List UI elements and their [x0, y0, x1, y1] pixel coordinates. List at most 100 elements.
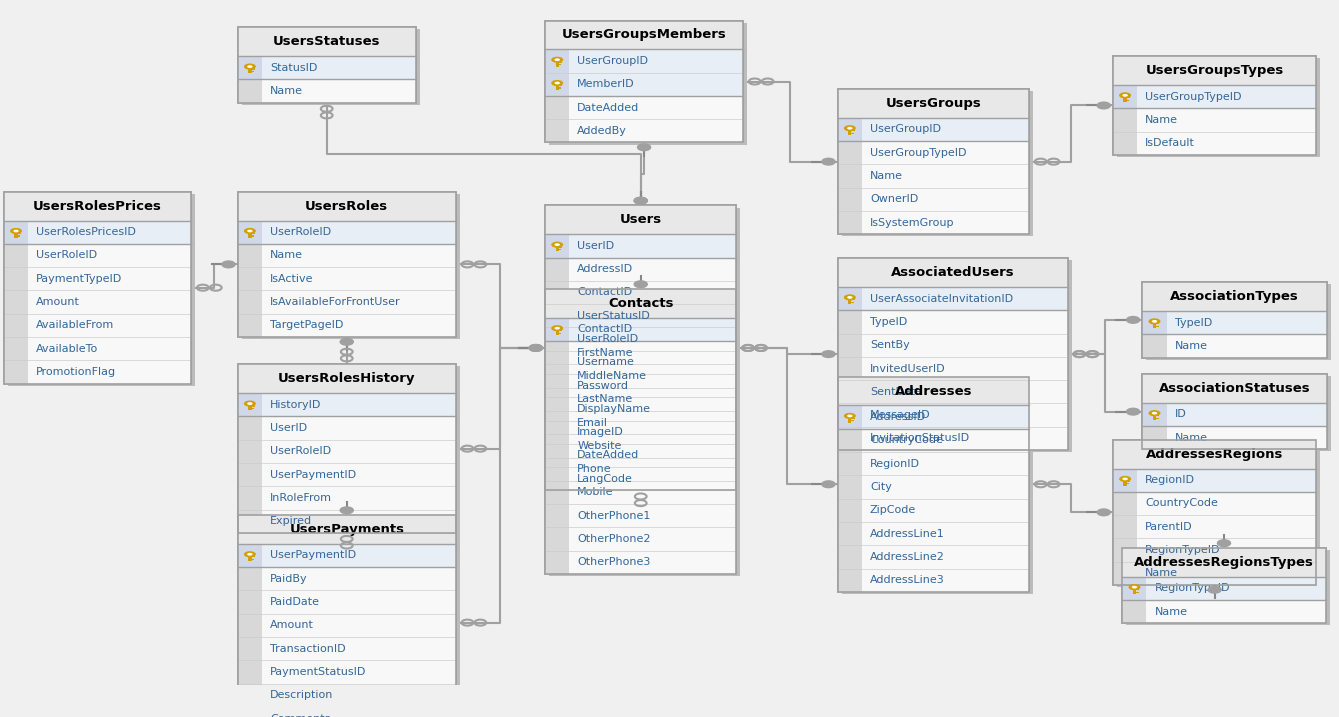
Bar — [838, 310, 862, 333]
Bar — [545, 72, 569, 96]
Bar — [848, 128, 852, 135]
Bar — [569, 504, 736, 528]
Text: RegionID: RegionID — [1145, 475, 1196, 485]
Bar — [238, 27, 415, 56]
Bar — [1117, 58, 1320, 157]
Bar — [569, 234, 736, 257]
Text: AddressesRegionsTypes: AddressesRegionsTypes — [1134, 556, 1314, 569]
Circle shape — [848, 414, 853, 417]
Bar — [545, 21, 743, 49]
Bar — [569, 351, 736, 374]
Bar — [238, 290, 262, 314]
Bar — [545, 364, 569, 388]
Text: IsDefault: IsDefault — [1145, 138, 1194, 148]
Bar — [862, 427, 1067, 450]
Bar — [842, 260, 1071, 452]
Text: Email: Email — [577, 417, 608, 427]
Bar — [238, 510, 262, 533]
Text: UserRoleID: UserRoleID — [270, 227, 331, 237]
Bar — [1166, 426, 1327, 450]
Bar — [558, 330, 562, 331]
Circle shape — [552, 325, 564, 331]
Text: TargetPageID: TargetPageID — [270, 320, 343, 331]
Bar — [862, 380, 1067, 404]
Text: PaymentStatusID: PaymentStatusID — [270, 667, 367, 677]
Bar — [838, 380, 862, 404]
Bar — [238, 486, 262, 510]
Bar — [238, 244, 262, 267]
Bar — [252, 68, 254, 70]
Bar — [1126, 550, 1330, 625]
Text: AssociationTypes: AssociationTypes — [1170, 290, 1299, 303]
Text: InvitationStatusID: InvitationStatusID — [870, 433, 969, 443]
Text: OtherPhone3: OtherPhone3 — [577, 557, 651, 567]
Circle shape — [529, 345, 542, 351]
Text: ZipCode: ZipCode — [870, 505, 916, 516]
Bar — [28, 337, 191, 360]
Text: PaidDate: PaidDate — [270, 597, 320, 607]
Text: IsActive: IsActive — [270, 274, 313, 284]
Bar — [4, 290, 28, 314]
Text: Password: Password — [577, 381, 629, 391]
Text: RegionTypeID: RegionTypeID — [1145, 545, 1221, 555]
Bar — [838, 287, 862, 310]
Bar — [1142, 282, 1327, 358]
Bar — [262, 56, 415, 80]
Bar — [862, 452, 1028, 475]
Text: TypeID: TypeID — [1174, 318, 1212, 328]
Bar — [545, 119, 569, 143]
Bar — [4, 191, 191, 384]
Bar — [1156, 415, 1160, 417]
Circle shape — [1126, 408, 1139, 415]
Text: AvailableTo: AvailableTo — [36, 343, 98, 353]
Bar — [242, 29, 419, 105]
Bar — [852, 133, 854, 134]
Bar — [1153, 413, 1156, 420]
Bar — [1137, 85, 1316, 108]
Bar — [238, 440, 262, 463]
Circle shape — [552, 242, 564, 248]
Circle shape — [848, 127, 853, 130]
Text: Username: Username — [577, 357, 635, 367]
Text: UserID: UserID — [577, 241, 615, 251]
Bar — [569, 551, 736, 574]
Circle shape — [222, 261, 236, 267]
Bar — [238, 463, 262, 486]
Bar — [838, 118, 862, 141]
Text: StatusID: StatusID — [270, 63, 317, 73]
Bar — [838, 569, 862, 592]
Text: OwnerID: OwnerID — [870, 194, 919, 204]
Circle shape — [554, 58, 560, 61]
Circle shape — [248, 65, 253, 68]
Bar — [852, 130, 854, 131]
Bar — [1156, 326, 1158, 327]
Circle shape — [248, 402, 253, 405]
Bar — [262, 440, 455, 463]
Bar — [242, 194, 459, 339]
Bar — [838, 545, 862, 569]
Circle shape — [340, 338, 353, 345]
Bar — [862, 522, 1028, 545]
Text: DateAdded: DateAdded — [577, 450, 640, 460]
Bar — [545, 341, 569, 364]
Bar — [848, 416, 852, 423]
Bar — [545, 374, 569, 397]
Text: Phone: Phone — [577, 464, 612, 474]
Bar — [238, 27, 415, 103]
Bar — [28, 314, 191, 337]
Text: RegionID: RegionID — [870, 459, 920, 469]
Text: MiddleName: MiddleName — [577, 371, 647, 381]
Bar — [545, 388, 569, 411]
Bar — [838, 406, 862, 429]
Circle shape — [844, 125, 856, 131]
Text: UsersRoles: UsersRoles — [305, 199, 388, 213]
Bar — [1146, 600, 1326, 623]
Bar — [545, 304, 569, 328]
Bar — [1122, 548, 1326, 623]
Bar — [556, 83, 558, 90]
Bar — [1137, 131, 1316, 155]
Bar — [238, 56, 262, 80]
Text: HistoryID: HistoryID — [270, 400, 321, 410]
Bar — [569, 341, 736, 364]
Text: PromotionFlag: PromotionFlag — [36, 367, 116, 377]
